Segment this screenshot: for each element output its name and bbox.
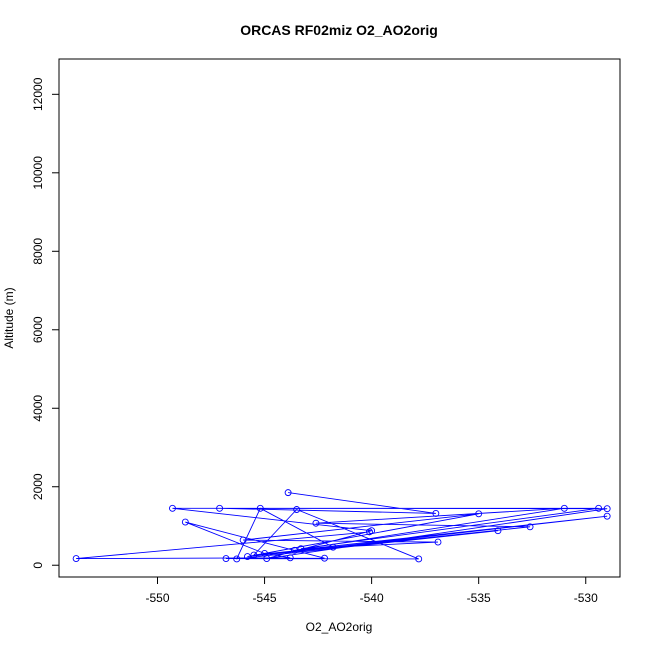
- y-axis: 0 2000 4000 6000 8000 10000 12000: [31, 77, 59, 569]
- y-axis-label: Altitude (m): [2, 287, 16, 348]
- x-tick-label: -545: [253, 591, 277, 605]
- data-point: [250, 551, 258, 559]
- data-point: [321, 554, 328, 562]
- data-point: [603, 512, 611, 520]
- data-point: [256, 504, 264, 512]
- data-point: [475, 510, 483, 518]
- data-point: [284, 489, 292, 497]
- data-point: [297, 545, 305, 553]
- series-layer: [72, 489, 611, 563]
- data-point: [216, 504, 224, 512]
- y-tick-label: 6000: [31, 316, 45, 343]
- data-point: [312, 519, 320, 527]
- data-point: [434, 538, 442, 546]
- y-tick-label: 0: [31, 562, 45, 569]
- data-point: [243, 553, 251, 561]
- data-point: [222, 555, 230, 563]
- data-point: [72, 555, 80, 563]
- x-axis-label: O2_AO2orig: [306, 620, 373, 634]
- y-tick-label: 12000: [31, 77, 45, 111]
- data-point: [239, 536, 247, 544]
- x-tick-label: -540: [360, 591, 384, 605]
- y-tick-label: 8000: [31, 238, 45, 265]
- data-point: [526, 523, 534, 531]
- y-tick-label: 4000: [31, 395, 45, 422]
- data-point: [603, 505, 611, 513]
- data-point: [291, 546, 298, 554]
- data-point: [432, 509, 440, 517]
- data-point: [181, 518, 189, 526]
- plot-frame: [58, 58, 621, 578]
- series-line: [76, 492, 608, 560]
- x-axis: -550 -545 -540 -535 -530: [145, 577, 598, 605]
- data-point: [415, 555, 423, 563]
- data-point: [595, 504, 603, 512]
- x-tick-label: -530: [574, 591, 598, 605]
- y-tick-label: 10000: [31, 156, 45, 190]
- data-point: [261, 550, 269, 557]
- data-point: [560, 504, 568, 512]
- data-point: [366, 528, 373, 536]
- chart-title: ORCAS RF02miz O2_AO2orig: [240, 22, 438, 38]
- data-point: [233, 555, 241, 563]
- data-point: [293, 506, 301, 513]
- data-point: [494, 527, 502, 535]
- x-tick-label: -550: [145, 591, 169, 605]
- data-point: [286, 554, 294, 562]
- data-point: [329, 543, 337, 551]
- data-point: [169, 504, 176, 512]
- y-tick-label: 2000: [31, 473, 45, 500]
- x-tick-label: -535: [467, 591, 491, 605]
